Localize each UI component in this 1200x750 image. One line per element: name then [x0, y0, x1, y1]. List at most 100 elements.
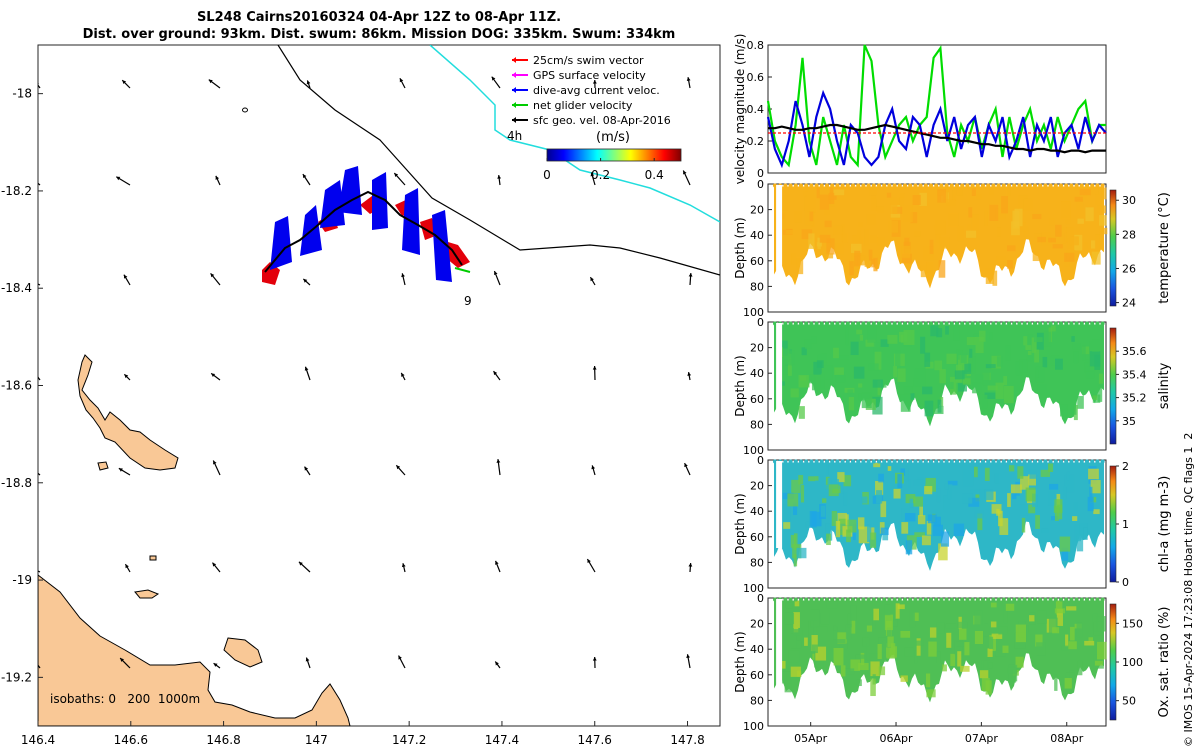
section-texture [972, 188, 976, 196]
surface-sample [955, 598, 959, 602]
surface-sample [934, 322, 938, 326]
map-lat-tick-label: -18.8 [1, 476, 32, 490]
surface-sample [856, 184, 860, 188]
surface-sample [861, 598, 865, 602]
surface-sample [835, 322, 839, 326]
section-texture [1088, 469, 1099, 480]
section-texture [854, 251, 860, 267]
surface-sample [1023, 322, 1027, 326]
surface-sample [789, 598, 793, 602]
surface-sample [960, 598, 964, 602]
surface-sample [872, 460, 876, 464]
surface-sample [1033, 598, 1037, 602]
section-texture [878, 644, 882, 659]
surface-sample [1064, 322, 1068, 326]
section-texture [972, 214, 979, 231]
section-texture [1036, 642, 1046, 655]
surface-sample [799, 184, 803, 188]
section-texture [1037, 610, 1047, 623]
surface-sample [1023, 598, 1027, 602]
section-texture [1049, 218, 1054, 225]
surface-sample [815, 322, 819, 326]
surface-sample [955, 460, 959, 464]
section-texture [822, 498, 826, 502]
surface-sample [945, 598, 949, 602]
section-texture [796, 258, 803, 275]
section-texture [883, 381, 886, 387]
velocity-ytick-label: 0.8 [747, 39, 765, 52]
surface-sample [976, 460, 980, 464]
section-texture [1061, 201, 1071, 219]
surface-sample [794, 322, 798, 326]
section-texture [989, 205, 998, 221]
section-texture [990, 332, 993, 339]
section-texture [1037, 384, 1047, 390]
surface-sample [1038, 322, 1042, 326]
surface-sample [1085, 322, 1089, 326]
section-texture [825, 221, 832, 228]
section-texture [894, 489, 901, 499]
section-texture [887, 193, 891, 198]
surface-sample [861, 184, 865, 188]
time-tick-label: 05Apr [794, 732, 828, 745]
surface-sample [1095, 322, 1099, 326]
section-texture [1084, 242, 1088, 249]
surface-sample [799, 322, 803, 326]
surface-sample [1101, 322, 1105, 326]
section-texture [1074, 502, 1078, 511]
depth-ytick-label: 80 [750, 418, 764, 431]
surface-sample [1002, 460, 1006, 464]
section-texture [991, 603, 997, 608]
section-texture [795, 601, 800, 607]
data-gap [776, 461, 782, 548]
section-texture [926, 689, 935, 697]
section-texture [856, 330, 862, 335]
section-texture [808, 233, 814, 249]
section-texture [812, 377, 816, 391]
section-texture [869, 187, 878, 195]
section-texture [905, 513, 916, 521]
depth-ytick-label: 60 [750, 669, 764, 682]
surface-sample [1038, 184, 1042, 188]
depth-ytick-label: 60 [750, 393, 764, 406]
surface-sample [1064, 598, 1068, 602]
surface-sample [908, 598, 912, 602]
section-texture [883, 658, 886, 662]
section-texture [1077, 219, 1084, 224]
surface-sample [971, 460, 975, 464]
surface-sample [981, 460, 985, 464]
surface-sample [877, 598, 881, 602]
map-lat-ticks: -18 -18.2 -18.4 -18.6 -18.8 -19 -19.2 [1, 87, 43, 685]
title-line-1: SL248 Cairns20160324 04-Apr 12Z to 08-Ap… [197, 10, 561, 25]
surface-sample [1033, 322, 1037, 326]
section-texture [1028, 351, 1031, 355]
section-texture [937, 189, 946, 203]
section-texture [1003, 376, 1007, 385]
section-texture [1067, 472, 1070, 481]
section-texture [954, 326, 959, 341]
surface-sample [867, 460, 871, 464]
section-texture [900, 631, 910, 638]
surface-sample [913, 460, 917, 464]
section-texture [1084, 641, 1094, 646]
surface-sample [893, 322, 897, 326]
credit: © IMOS 15-Apr-2024 17:23:08 Hobart time.… [1182, 433, 1195, 747]
surface-sample [1095, 460, 1099, 464]
variable-colorbar [1110, 604, 1116, 720]
surface-sample [887, 460, 891, 464]
section-texture [926, 262, 933, 272]
surface-sample [1049, 322, 1053, 326]
surface-sample [830, 184, 834, 188]
map-lon-tick-label: 147.4 [485, 733, 519, 747]
surface-sample [1002, 184, 1006, 188]
section-texture [1095, 234, 1100, 251]
section-texture [797, 548, 807, 558]
section-texture [836, 639, 846, 643]
section-texture [997, 356, 1003, 366]
legend-label: sfc geo. vel. 08-Apr-2016 [533, 114, 671, 127]
section-texture [972, 356, 975, 373]
surface-sample [1007, 184, 1011, 188]
surface-sample [1090, 598, 1094, 602]
surface-sample [950, 184, 954, 188]
colorbar-tick-label: 150 [1122, 617, 1143, 630]
